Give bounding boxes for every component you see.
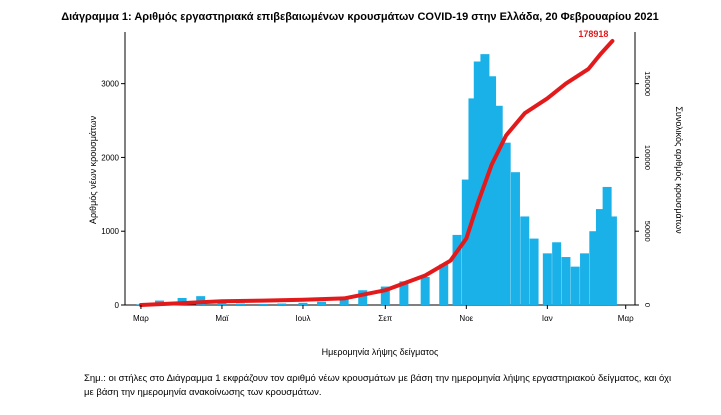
y2-axis-label: Συνολικός αριθμός κρουσμάτων	[674, 106, 684, 234]
bar	[602, 186, 612, 305]
bar	[439, 264, 449, 305]
y-tick-label: 2000	[101, 153, 119, 162]
bar	[529, 238, 539, 305]
y2-tick-label: 150000	[643, 71, 652, 96]
footnote-line-1: Σημ.: οι στήλες στο Διάγραμμα 1 εκφράζου…	[84, 373, 672, 384]
bar	[420, 276, 430, 305]
bar	[487, 76, 497, 306]
x-tick-label: Νοε	[459, 314, 473, 323]
y2-tick-label: 50000	[643, 221, 652, 242]
chart: Διάγραμμα 1: Αριθμός εργαστηριακά επιβεβ…	[61, 11, 684, 357]
y-tick-label: 0	[115, 301, 120, 310]
x-tick-label: Σεπ	[378, 314, 393, 323]
bar	[595, 209, 605, 305]
footnote: Σημ.: οι στήλες στο Διάγραμμα 1 εκφράζου…	[84, 372, 704, 400]
chart-title: Διάγραμμα 1: Αριθμός εργαστηριακά επιβεβ…	[61, 11, 659, 23]
y-axis-label: Αριθμός νέων κρουσμάτων	[88, 115, 98, 224]
bar	[468, 98, 478, 306]
bar	[473, 61, 483, 305]
bar	[399, 281, 409, 305]
bar	[493, 105, 503, 305]
bar	[461, 179, 471, 305]
x-tick-label: Μαρ	[618, 314, 634, 323]
bar	[570, 266, 580, 305]
y2-tick-label: 100000	[643, 145, 652, 170]
bar	[580, 253, 590, 305]
bar	[520, 216, 530, 305]
bar	[217, 302, 227, 305]
y-tick-label: 3000	[101, 80, 119, 89]
total-label: 178918	[578, 29, 608, 39]
bar	[236, 303, 246, 305]
x-tick-label: Μαϊ	[215, 314, 228, 323]
bar	[358, 290, 368, 305]
bar	[298, 302, 308, 305]
bar	[501, 142, 511, 305]
x-axis-label: Ημερομηνία λήψης δείγματος	[322, 347, 439, 357]
x-tick-label: Ιουλ	[295, 314, 310, 323]
bar	[510, 172, 520, 305]
y-tick-label: 1000	[101, 227, 119, 236]
x-tick-label: Μαρ	[133, 314, 149, 323]
cumulative-line	[138, 39, 615, 307]
bar	[561, 257, 571, 305]
bar	[339, 298, 349, 305]
bar	[380, 286, 390, 305]
bar	[258, 303, 268, 305]
bar	[552, 242, 562, 305]
bar	[542, 253, 552, 305]
plot-area: 178918 0 1000 2000 3000 0 50000 100000 150000 Μαρ…	[101, 29, 652, 323]
bar	[277, 303, 287, 305]
x-tick-label: Ιαν	[542, 314, 553, 323]
bar	[607, 216, 617, 305]
footnote-line-2: με βάση την ημερομηνία ανακοίνωσης των κ…	[84, 387, 322, 398]
bar	[317, 301, 327, 305]
y2-tick-label: 0	[643, 303, 652, 307]
bar	[452, 234, 462, 305]
bar	[589, 231, 599, 305]
